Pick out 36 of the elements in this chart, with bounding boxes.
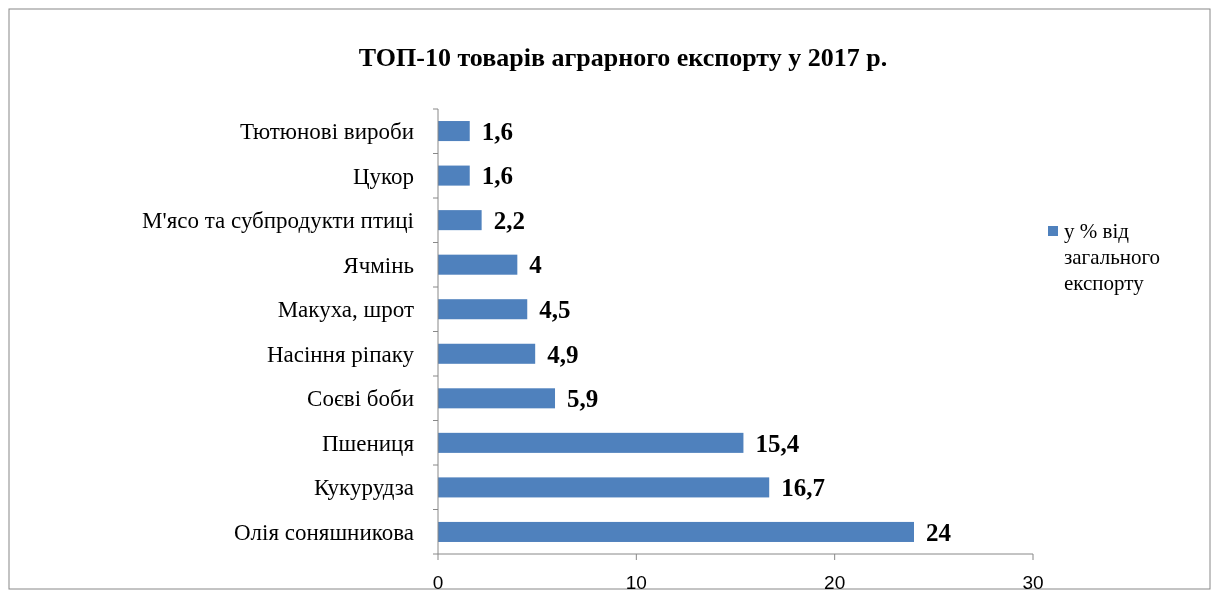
data-label: 4,9 — [547, 340, 579, 368]
bar — [438, 432, 744, 453]
y-tick-label: Ячмінь — [343, 252, 414, 278]
data-label: 4,5 — [539, 295, 571, 323]
bar — [438, 299, 528, 320]
data-label: 5,9 — [567, 385, 599, 413]
y-tick-label: Цукор — [352, 163, 414, 189]
bar — [438, 388, 556, 409]
y-tick-label: Соєві боби — [307, 386, 414, 412]
y-tick-label: Олія соняшникова — [233, 520, 414, 545]
bar — [438, 254, 518, 275]
data-label: 1,6 — [481, 162, 513, 190]
bar — [438, 121, 470, 142]
x-tick-label: 0 — [432, 572, 444, 593]
data-label: 15,4 — [755, 429, 800, 457]
bar — [438, 165, 470, 186]
data-label: 2,2 — [493, 206, 525, 234]
bar — [438, 343, 536, 364]
data-label: 24 — [926, 518, 952, 546]
y-tick-label: Кукурудза — [314, 475, 414, 501]
data-label: 4 — [529, 251, 543, 279]
x-tick-label: 10 — [625, 572, 647, 593]
y-tick-label: Пшениця — [321, 430, 415, 456]
legend-label: у % від загального експорту — [1064, 219, 1161, 295]
y-tick-label: Макуха, шрот — [277, 297, 414, 323]
data-label: 16,7 — [781, 474, 825, 502]
bar — [438, 521, 914, 542]
chart-title: ТОП-10 товарів аграрного експорту у 2017 р. — [358, 43, 888, 72]
y-tick-label: М'ясо та субпродукти птиці — [142, 208, 414, 234]
bar — [438, 210, 482, 231]
x-tick-label: 30 — [1022, 572, 1044, 593]
data-label: 1,6 — [481, 117, 513, 145]
bar — [438, 477, 770, 498]
x-tick-label: 20 — [824, 572, 846, 593]
y-tick-label: Насіння ріпаку — [266, 341, 415, 367]
y-tick-label: Тютюнові вироби — [239, 119, 414, 145]
